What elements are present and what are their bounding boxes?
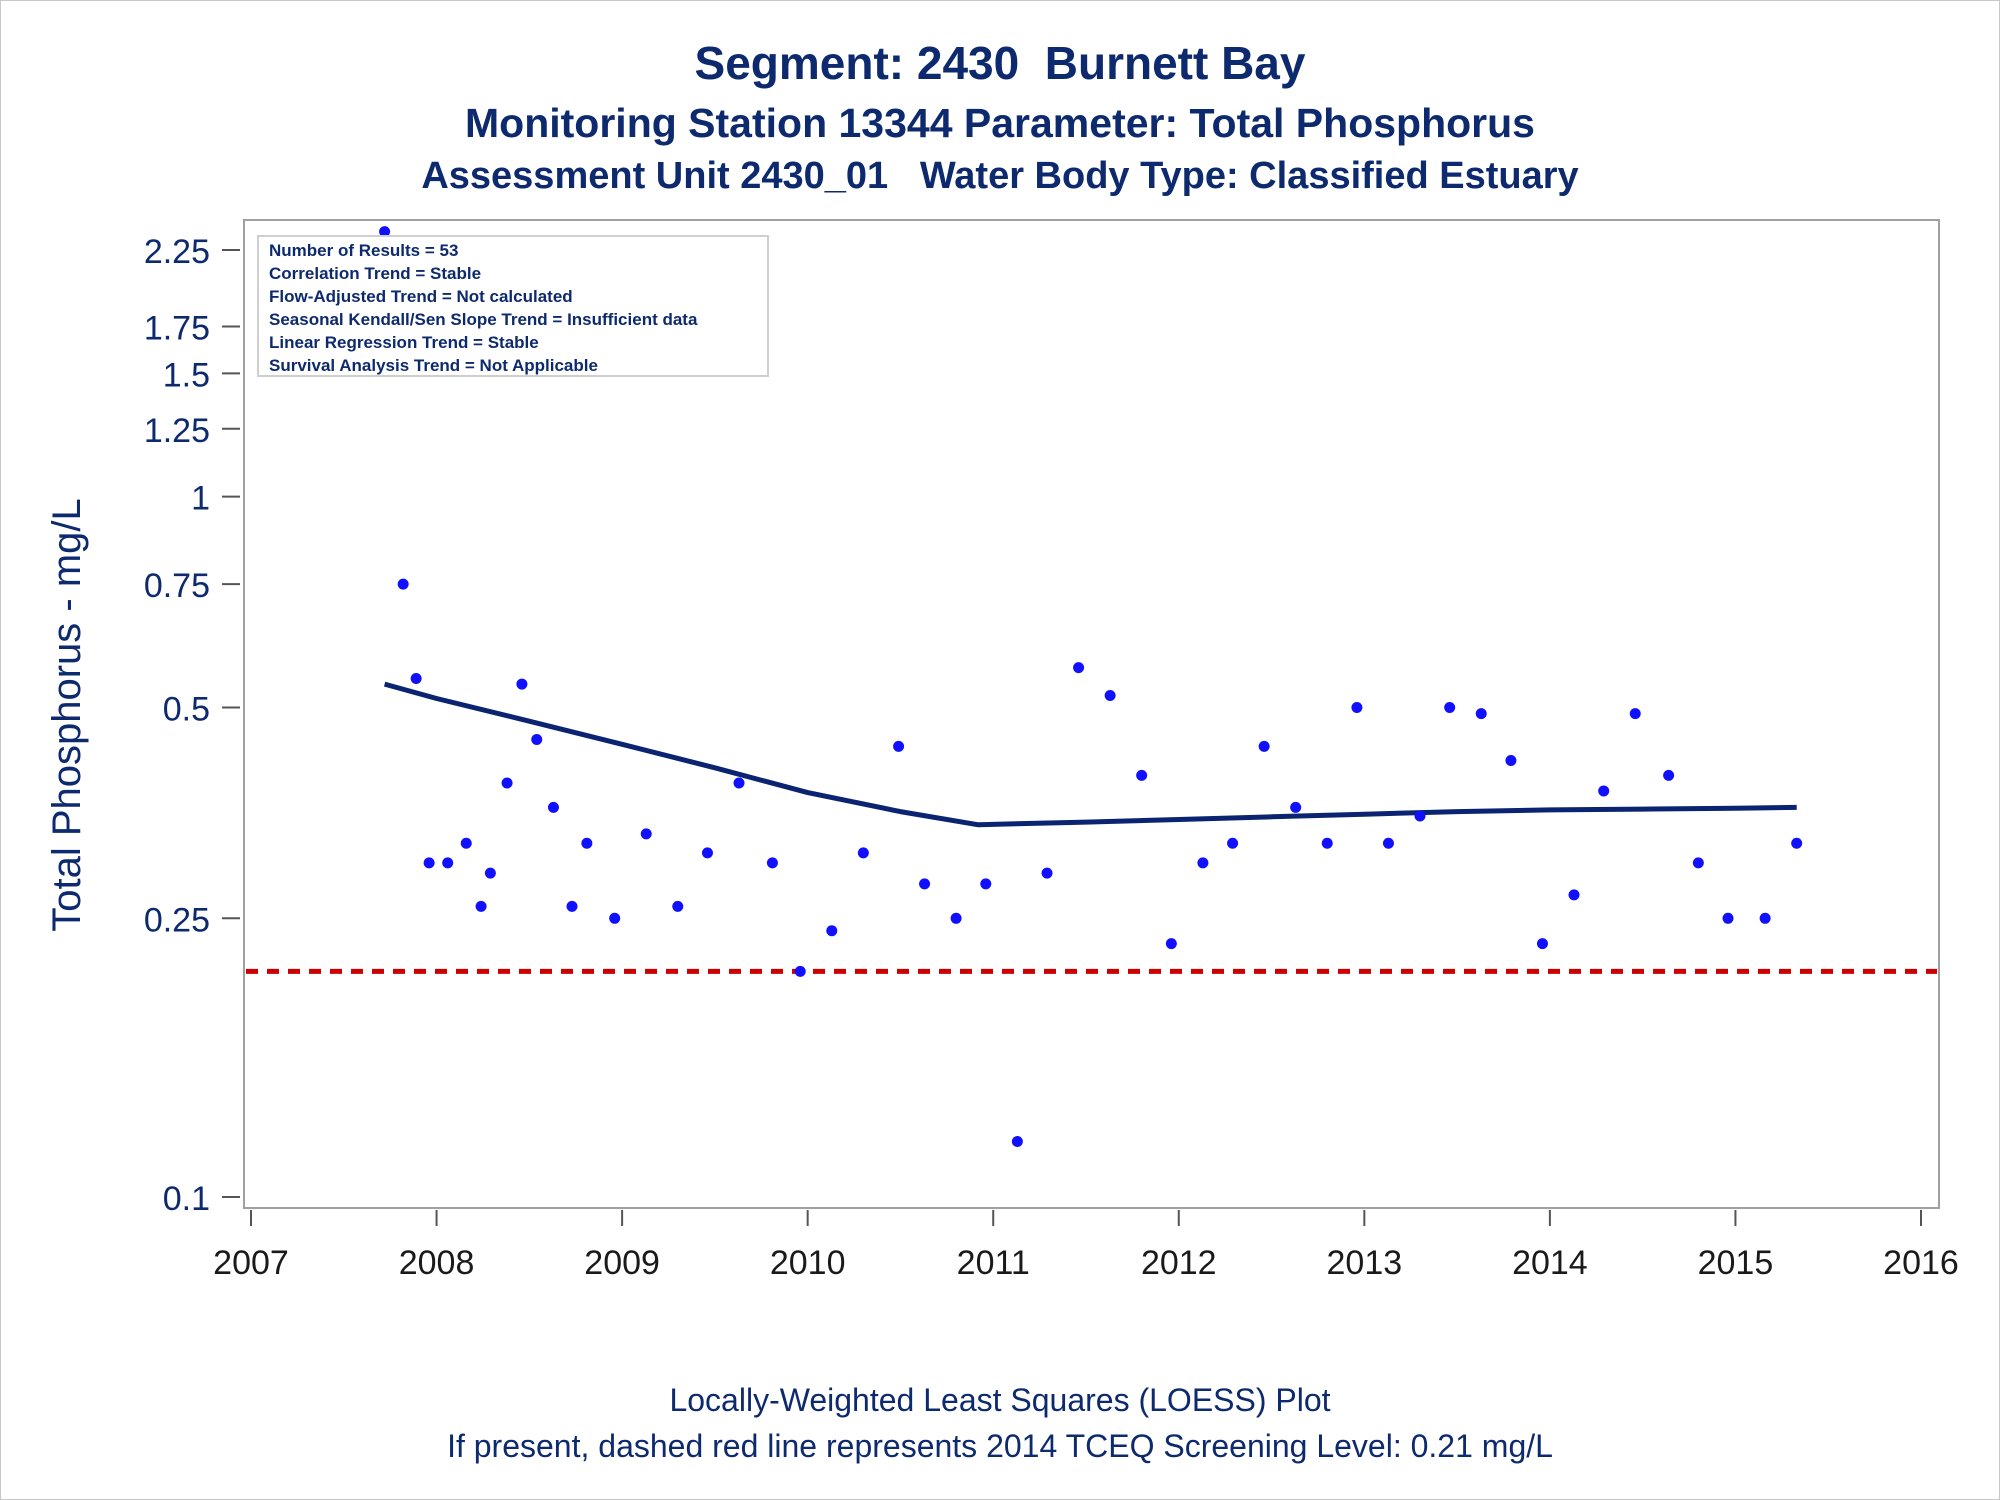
data-point [857,847,869,859]
data-point [1722,912,1734,924]
y-tick-label: 0.1 [163,1180,210,1218]
chart-subtitle-2: Assessment Unit 2430_01 Water Body Type:… [421,155,1579,197]
stats-line: Seasonal Kendall/Sen Slope Trend = Insuf… [269,310,698,329]
data-point [1692,857,1704,869]
data-point [460,837,472,849]
y-tick-label: 0.75 [144,567,210,605]
data-point [794,965,806,977]
data-point [516,678,528,690]
x-tick-label: 2011 [957,1244,1030,1282]
chart-subtitle: Monitoring Station 13344 Parameter: Tota… [465,100,1535,146]
y-axis-label: Total Phosphorus - mg/L [45,498,89,932]
stats-box-frame [257,235,769,377]
stats-line: Correlation Trend = Stable [269,264,481,283]
x-tick-label: 2013 [1327,1244,1403,1282]
data-point [1136,769,1148,781]
x-tick-label: 2007 [213,1244,289,1282]
data-point [1382,837,1394,849]
y-tick-label: 0.25 [144,901,210,939]
stats-box: Number of Results = 53 Correlation Trend … [257,235,769,377]
data-point [1290,801,1302,813]
data-point [423,857,435,869]
x-tick-label: 2012 [1141,1244,1217,1282]
points-layer [379,226,1803,1148]
data-point [1011,1136,1023,1148]
data-point [609,912,621,924]
data-point [672,900,684,912]
data-point [1759,912,1771,924]
axes-layer: 0.1 0.25 0.5 0.75 1 1.25 1.5 1.75 2.25 2007 2008 20… [144,233,1959,1282]
x-tick-label: 2016 [1883,1244,1959,1282]
stats-line: Survival Analysis Trend = Not Applicable [269,356,598,375]
y-tick-label: 0.5 [163,690,210,728]
stats-line: Linear Regression Trend = Stable [269,333,539,352]
data-point [1351,701,1363,713]
data-point [475,900,487,912]
x-tick-label: 2015 [1698,1244,1774,1282]
data-point [1505,755,1517,767]
data-point [484,867,496,879]
data-point [893,740,905,752]
data-point [547,801,559,813]
data-point [1321,837,1333,849]
data-point [1629,708,1641,720]
x-tick-label: 2010 [770,1244,846,1282]
footnote-screening-level: If present, dashed red line represents 2… [447,1428,1553,1464]
data-point [1568,889,1580,901]
data-point [501,777,513,789]
x-tick-label: 2008 [399,1244,475,1282]
footnote-loess: Locally-Weighted Least Squares (LOESS) P… [669,1382,1331,1418]
y-tick-label: 1 [191,480,210,518]
data-point [410,672,422,684]
data-point [766,857,778,869]
data-point [1598,785,1610,797]
stats-line: Number of Results = 53 [269,241,458,260]
data-point [566,900,578,912]
data-point [1041,867,1053,879]
data-point [1227,837,1239,849]
data-point [1258,740,1270,752]
loess-layer [383,681,1797,828]
data-point [442,857,454,869]
chart-title: Segment: 2430 Burnett Bay [694,37,1306,89]
data-point [1165,938,1177,950]
plot-area [243,219,1940,1209]
data-point [379,226,391,238]
data-point [1663,769,1675,781]
data-point [919,878,931,890]
data-point [1444,701,1456,713]
data-point [950,912,962,924]
loess-curve [383,681,1797,828]
data-point [581,837,593,849]
data-point [640,828,652,840]
y-tick-label: 2.25 [144,233,210,271]
x-tick-label: 2014 [1512,1244,1588,1282]
data-point [733,777,745,789]
x-tick-label: 2009 [584,1244,660,1282]
data-point [1475,708,1487,720]
y-tick-label: 1.5 [163,356,210,394]
data-point [701,847,713,859]
data-point [1414,810,1426,822]
stats-line: Flow-Adjusted Trend = Not calculated [269,287,573,306]
data-point [1197,857,1209,869]
data-point [1104,690,1116,702]
y-tick-label: 1.75 [144,309,210,347]
data-point [1073,662,1085,674]
data-point [397,578,409,590]
data-point [1791,837,1803,849]
y-tick-label: 1.25 [144,412,210,450]
data-point [826,925,838,937]
data-point [531,734,543,746]
data-point [980,878,992,890]
data-point [1536,938,1548,950]
